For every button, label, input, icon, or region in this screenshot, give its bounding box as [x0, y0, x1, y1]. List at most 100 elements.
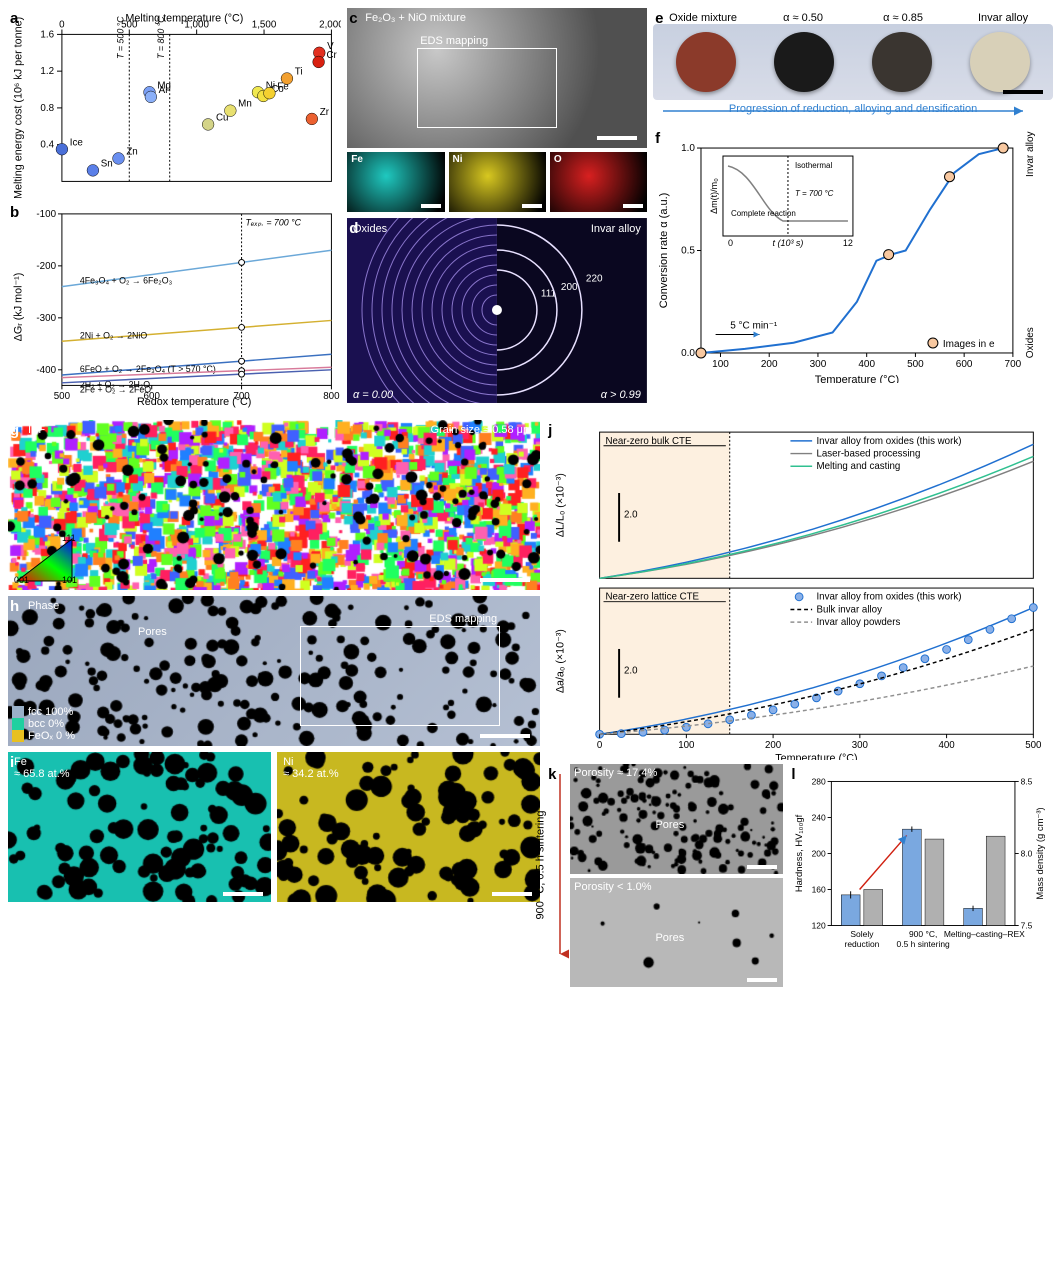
diffraction-d: 111200220OxidesInvar alloyα = 0.00α > 0.… [347, 218, 647, 403]
g-grain: Grain size ≈ 0.58 μm [431, 424, 533, 436]
a-ylabel: Melting energy cost (10⁶ kJ per tonne) [13, 17, 25, 198]
c-title: Fe₂O₃ + NiO mixture [365, 12, 466, 24]
panel-a-label: a [10, 10, 18, 27]
svg-text:500: 500 [54, 391, 71, 402]
k-side-label: 900 °C, 0.5 h sintering [535, 811, 547, 920]
panel-g: g IPF Grain size ≈ 0.58 μm 001 101 111 [8, 420, 540, 590]
svg-text:800: 800 [323, 391, 340, 402]
svg-text:Invar alloy: Invar alloy [591, 223, 642, 235]
svg-text:Δa/a₀ (×10⁻³): Δa/a₀ (×10⁻³) [555, 629, 567, 693]
panel-c: c Fe₂O₃ + NiO mixture EDS mapping FeNiO [347, 8, 647, 212]
svg-text:Sn: Sn [101, 158, 113, 169]
svg-text:8.5: 8.5 [1021, 776, 1033, 786]
svg-text:700: 700 [1005, 359, 1022, 370]
panel-f: f 1002003004005006007000.00.51.0Temperat… [653, 128, 1053, 383]
pellet-1 [774, 32, 834, 92]
svg-text:200: 200 [812, 848, 826, 858]
svg-text:α = 0.00: α = 0.00 [353, 389, 394, 401]
eds-big-ni: Ni≈ 34.2 at.% [277, 752, 540, 902]
pellet-3 [970, 32, 1030, 92]
panel-j: j Near-zero bulk CTE2.0ΔL/L₀ (×10⁻³)Inva… [546, 420, 1053, 760]
eds-fe: Fe [347, 152, 444, 212]
phase-image: Phase Pores EDS mapping fcc 100%bcc 0%Fe… [8, 596, 540, 746]
svg-text:0.0: 0.0 [681, 348, 695, 359]
sem-c: Fe₂O₃ + NiO mixture EDS mapping [347, 8, 647, 148]
svg-text:280: 280 [812, 776, 826, 786]
svg-text:Mn: Mn [238, 99, 252, 110]
svg-text:200: 200 [561, 282, 578, 293]
panel-b-label: b [10, 204, 19, 221]
panel-d: d 111200220OxidesInvar alloyα = 0.00α > … [347, 218, 647, 403]
e-arrow-text: Progression of reduction, alloying and d… [653, 103, 1053, 115]
panel-d-label: d [349, 220, 358, 237]
svg-text:Isothermal: Isothermal [795, 161, 833, 170]
svg-text:-100: -100 [36, 209, 56, 220]
svg-text:001: 001 [14, 575, 29, 585]
svg-text:0.4: 0.4 [40, 140, 54, 151]
svg-text:-200: -200 [36, 261, 56, 272]
svg-text:Temperature (°C): Temperature (°C) [775, 753, 857, 760]
svg-text:Complete reaction: Complete reaction [731, 209, 796, 218]
svg-text:Images in e: Images in e [943, 339, 995, 350]
svg-text:0.5 h sintering: 0.5 h sintering [897, 939, 950, 949]
panel-l-label: l [791, 766, 795, 783]
pellet-0 [676, 32, 736, 92]
svg-text:300: 300 [810, 359, 827, 370]
svg-text:Invar alloy from oxides (this: Invar alloy from oxides (this work) [817, 592, 962, 603]
svg-text:0: 0 [597, 740, 603, 751]
svg-text:500: 500 [1025, 740, 1042, 751]
svg-text:Hardness, HV₁₀₀gf: Hardness, HV₁₀₀gf [794, 814, 805, 892]
svg-text:100: 100 [712, 359, 729, 370]
svg-text:220: 220 [586, 274, 603, 285]
h-legend: fcc 100%bcc 0%FeOₓ 0 % [12, 706, 75, 742]
svg-text:Near-zero lattice CTE: Near-zero lattice CTE [606, 592, 700, 603]
panel-c-label: c [349, 10, 357, 27]
svg-text:600: 600 [956, 359, 973, 370]
svg-text:8.0: 8.0 [1021, 848, 1033, 858]
svg-text:0: 0 [59, 20, 65, 31]
svg-text:Melting and casting: Melting and casting [817, 461, 901, 472]
pellet-2 [872, 32, 932, 92]
svg-text:2.0: 2.0 [624, 509, 638, 520]
svg-text:Ti: Ti [295, 67, 303, 78]
panel-e-label: e [655, 10, 663, 27]
eds-ni: Ni [449, 152, 546, 212]
eds-o: O [550, 152, 647, 212]
panel-i: i Fe≈ 65.8 at.%Ni≈ 34.2 at.% [8, 752, 540, 902]
svg-text:Temperature (°C): Temperature (°C) [815, 374, 899, 383]
ipf-triangle: 001 101 111 [12, 531, 82, 586]
svg-text:400: 400 [939, 740, 956, 751]
svg-text:5 °C min⁻¹: 5 °C min⁻¹ [730, 320, 778, 331]
svg-text:-300: -300 [36, 313, 56, 324]
panel-e: e Oxide mixtureα ≈ 0.50α ≈ 0.85Invar all… [653, 8, 1053, 122]
panel-k: k 900 °C, 0.5 h sintering Porosity ≈ 17.… [546, 764, 783, 974]
h-scalebar [480, 734, 530, 738]
panel-i-label: i [10, 754, 14, 771]
svg-text:101: 101 [62, 575, 77, 585]
svg-text:Near-zero bulk CTE: Near-zero bulk CTE [606, 436, 693, 447]
k-image-0: Porosity ≈ 17.4%Pores [570, 764, 783, 874]
curve-f: 1002003004005006007000.00.51.0Temperatur… [653, 128, 1053, 383]
svg-text:Invar alloy powders: Invar alloy powders [817, 617, 901, 628]
svg-text:1,000: 1,000 [184, 20, 209, 31]
svg-text:reduction: reduction [845, 939, 880, 949]
svg-text:240: 240 [812, 812, 826, 822]
panel-g-label: g [10, 422, 19, 439]
svg-text:2.0: 2.0 [624, 665, 638, 676]
svg-text:T = 500 °C: T = 500 °C [115, 16, 125, 59]
ipf-image: IPF Grain size ≈ 0.58 μm 001 101 111 [8, 420, 540, 590]
svg-text:Tₑₓₚ. = 700 °C: Tₑₓₚ. = 700 °C [246, 218, 302, 228]
panel-f-label: f [655, 130, 660, 147]
c-eds-maps: FeNiO [347, 152, 647, 212]
svg-text:Ice: Ice [70, 137, 84, 148]
g-scalebar [480, 578, 530, 582]
svg-text:Bulk invar alloy: Bulk invar alloy [817, 604, 883, 615]
lines-b: ΔGᵣ (kJ mol⁻¹) Redox temperature (°C) 50… [8, 202, 341, 412]
svg-text:Zn: Zn [126, 147, 137, 158]
svg-text:400: 400 [858, 359, 875, 370]
panel-a: a Melting temperature (°C) 05001,0001,50… [8, 8, 341, 198]
k-images: Porosity ≈ 17.4%PoresPorosity < 1.0%Pore… [570, 764, 783, 974]
svg-text:α > 0.99: α > 0.99 [601, 389, 641, 401]
svg-text:Oxides: Oxides [1025, 327, 1036, 358]
eds-big-fe: Fe≈ 65.8 at.% [8, 752, 271, 902]
